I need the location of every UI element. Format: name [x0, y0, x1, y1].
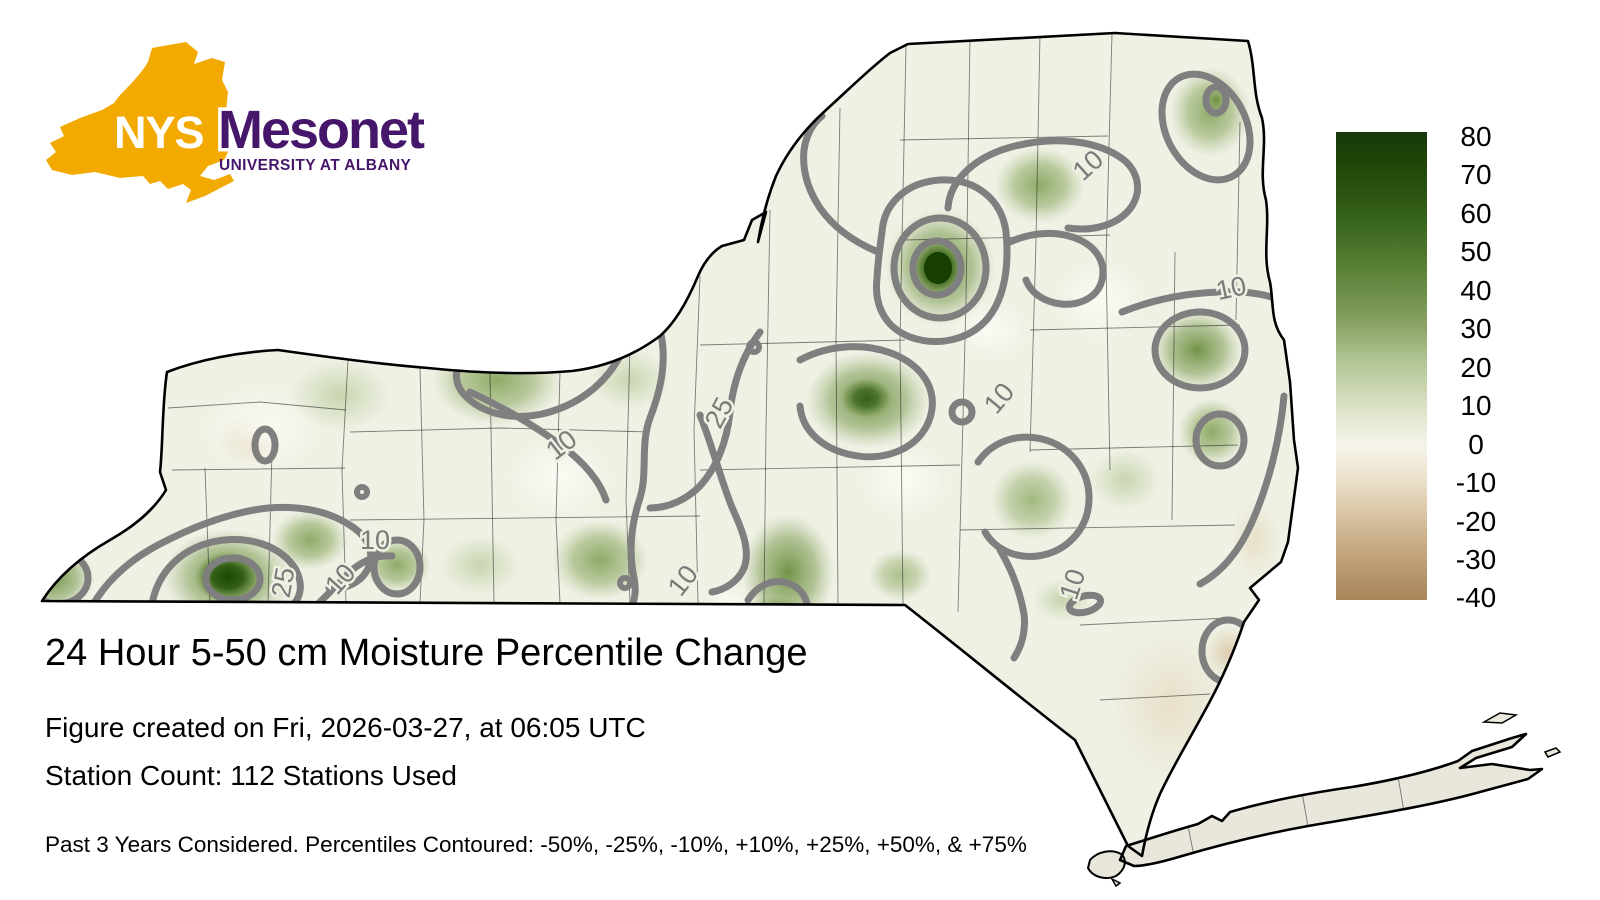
percentile-contours — [42, 70, 1288, 686]
small-island — [1481, 712, 1519, 724]
contour-label: 10 — [360, 525, 390, 555]
logo-nys-text: NYS — [114, 107, 204, 158]
contour-label: 25 — [266, 565, 301, 600]
figure-created-line: Figure created on Fri, 2026-03-27, at 06… — [45, 712, 646, 743]
contour-label: 10 — [1213, 270, 1249, 306]
nys-mesonet-logo: NYS Mesonet UNIVERSITY AT ALBANY — [46, 42, 431, 203]
small-island-2 — [1543, 747, 1562, 758]
logo-university-text: UNIVERSITY AT ALBANY — [219, 157, 412, 174]
logo-ny-state-shape — [46, 42, 234, 203]
station-count-line: Station Count: 112 Stations Used — [45, 760, 457, 791]
logo-mesonet-text: Mesonet — [218, 100, 425, 160]
long-island-fill — [1120, 734, 1542, 866]
figure-title: 24 Hour 5-50 cm Moisture Percentile Chan… — [45, 632, 808, 674]
percentiles-footnote: Past 3 Years Considered. Percentiles Con… — [45, 832, 1027, 857]
small-island-3 — [1110, 877, 1122, 888]
colorbar-gradient — [1336, 132, 1427, 600]
